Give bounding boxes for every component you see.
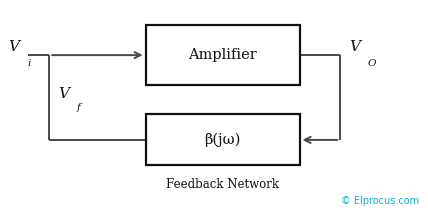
Bar [146, 114, 300, 165]
Text: O: O [368, 59, 377, 68]
Text: i: i [28, 59, 31, 68]
Text: f: f [77, 103, 81, 112]
Text: β(jω): β(jω) [205, 133, 241, 147]
Text: V: V [349, 40, 360, 54]
Text: V: V [58, 86, 69, 100]
Text: V: V [9, 40, 20, 54]
Text: © Elprocus.com: © Elprocus.com [341, 196, 419, 206]
Text: Feedback Network: Feedback Network [166, 178, 279, 191]
Text: Amplifier: Amplifier [188, 48, 257, 62]
Bar [146, 25, 300, 85]
